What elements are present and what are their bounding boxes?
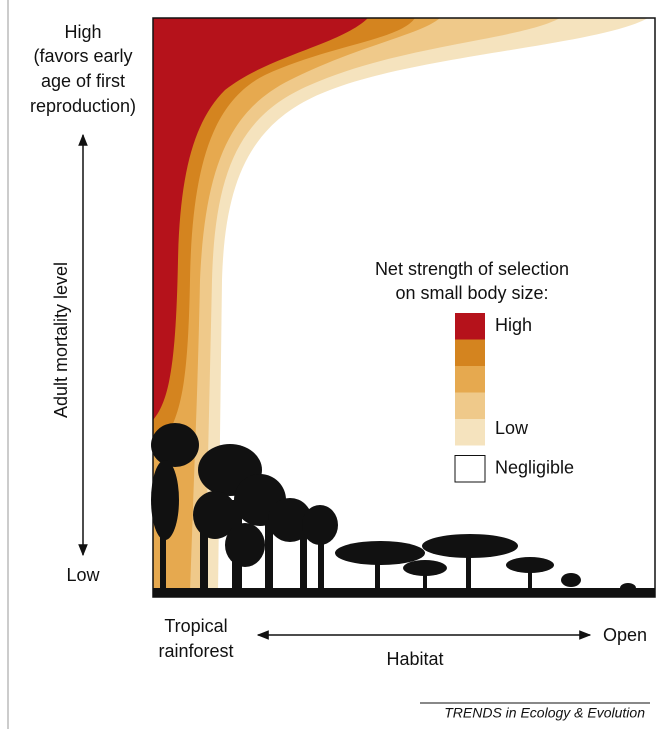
legend-label: Low: [495, 418, 529, 438]
legend-swatch: [455, 419, 485, 446]
legend-swatch: [455, 313, 485, 340]
legend-swatch: [455, 393, 485, 420]
x-axis-title: Habitat: [386, 649, 443, 669]
legend-swatch: [455, 456, 485, 483]
y-high-label: reproduction): [30, 96, 136, 116]
x-left-label: Tropical: [164, 616, 227, 636]
y-axis-title: Adult mortality level: [51, 262, 71, 418]
figure: High (favors early age of first reproduc…: [0, 0, 661, 729]
x-left-label: rainforest: [158, 641, 233, 661]
legend-swatch: [455, 340, 485, 367]
y-high-label: High: [64, 22, 101, 42]
y-high-label: age of first: [41, 71, 125, 91]
legend-label: Negligible: [495, 458, 574, 478]
footer: TRENDS in Ecology & Evolution: [444, 705, 645, 721]
x-right-label: Open: [603, 625, 647, 645]
legend-label: High: [495, 315, 532, 335]
legend-title: on small body size:: [395, 283, 548, 303]
y-high-label: (favors early: [33, 46, 132, 66]
forest-silhouette: [151, 423, 655, 597]
legend-title: Net strength of selection: [375, 259, 569, 279]
legend: Net strength of selection on small body …: [375, 259, 574, 482]
legend-swatch: [455, 366, 485, 393]
y-low-label: Low: [66, 565, 100, 585]
